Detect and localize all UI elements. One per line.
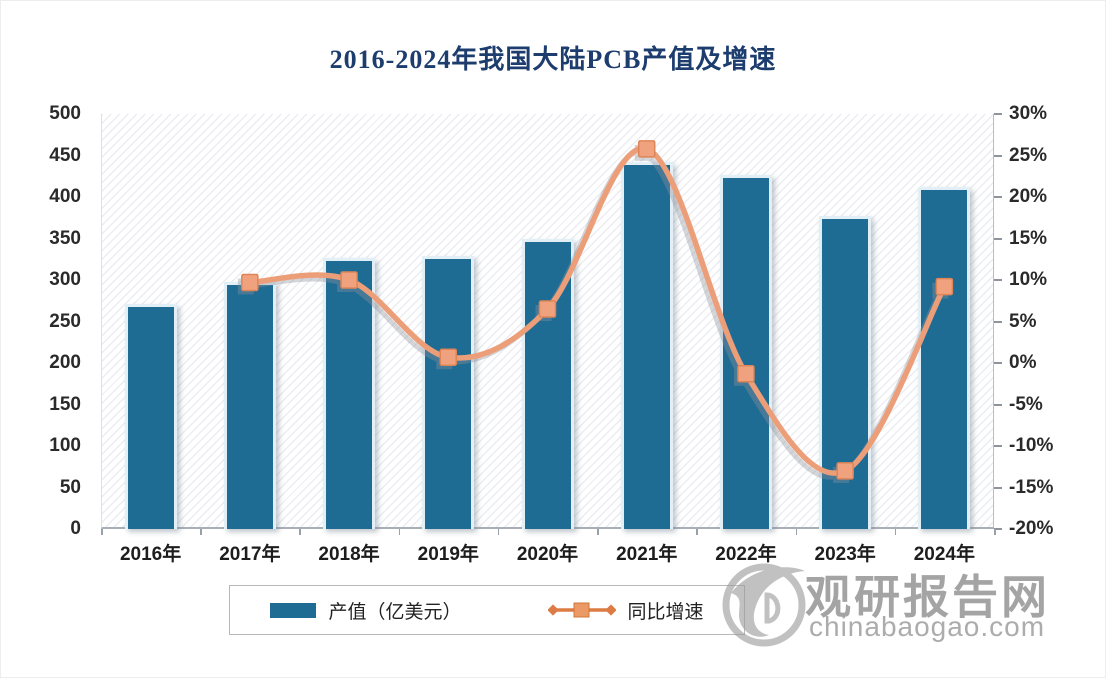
y-axis-left-tick: 250 — [49, 310, 81, 332]
y-axis-right-tickmark-icon — [994, 237, 1002, 240]
y-axis-right-tick: -20% — [1009, 518, 1054, 539]
y-axis-right-tick: -5% — [1009, 393, 1043, 415]
bar-2019年 — [422, 255, 475, 529]
bar-2022年 — [719, 174, 772, 529]
growth-marker — [538, 300, 557, 318]
y-axis-left-tick: 450 — [49, 144, 81, 166]
growth-line-layer — [237, 140, 954, 483]
x-axis-label: 2024年 — [913, 544, 976, 565]
y-axis-right-tickmark-icon — [994, 445, 1002, 447]
legend-item-output: 产值（亿美元） — [270, 597, 462, 624]
bar-swatch-icon — [270, 602, 317, 618]
y-axis-right-tick: 20% — [1009, 186, 1048, 207]
x-axis-tickmark-icon — [795, 529, 798, 535]
y-axis-left-tick: 100 — [49, 435, 81, 456]
x-axis-label: 2021年 — [616, 544, 678, 565]
growth-line-shadow — [237, 144, 949, 483]
x-axis-tickmark-icon — [299, 529, 301, 535]
y-axis-right-tickmark-icon — [994, 320, 1002, 323]
y-axis-right-tickmark-icon — [994, 113, 1002, 115]
chart-title: 2016-2024年我国大陆PCB产值及增速 — [329, 45, 777, 74]
x-axis-tickmark-icon — [398, 529, 401, 535]
y-axis-left-tick: 150 — [49, 393, 81, 415]
x-axis-label: 2022年 — [715, 544, 777, 565]
growth-marker — [241, 273, 259, 292]
x-axis-label: 2018年 — [318, 544, 380, 565]
growth-marker — [637, 140, 656, 158]
growth-line — [247, 145, 948, 476]
bar-2024年 — [918, 187, 971, 529]
bar-2021年 — [620, 162, 673, 529]
bar-2018年 — [323, 257, 376, 529]
x-axis-label: 2016年 — [119, 544, 182, 565]
y-axis-left-tick: 200 — [49, 352, 81, 373]
y-axis-right-tick: 25% — [1009, 144, 1048, 166]
watermark-site-name: 观研报告网 — [805, 571, 1050, 623]
y-axis-right-tick: -10% — [1009, 435, 1054, 456]
x-axis-tickmark-icon — [894, 529, 897, 535]
y-axis-right-tickmark-icon — [994, 362, 1002, 364]
y-axis-left-tick: 300 — [49, 269, 81, 290]
y-axis-right-tick: 5% — [1009, 310, 1037, 332]
y-axis-right-tickmark-icon — [994, 196, 1002, 198]
x-axis-label: 2019年 — [417, 544, 479, 565]
growth-marker — [439, 348, 458, 366]
growth-marker — [737, 365, 755, 383]
growth-marker — [836, 462, 854, 480]
x-axis-tickmark-icon — [994, 529, 996, 535]
growth-marker — [340, 271, 358, 289]
y-axis-right-tickmark-icon — [994, 528, 1002, 530]
y-axis-right-tick: 0% — [1009, 352, 1037, 373]
watermark-site-url: chinabaogao.com — [809, 611, 1046, 642]
y-axis-right-tick: -15% — [1009, 476, 1054, 498]
y-axis-left-tick: 500 — [49, 103, 81, 124]
legend-growth-label: 同比增速 — [627, 601, 704, 623]
bar-2016年 — [124, 304, 177, 529]
y-axis-right-tick: 10% — [1009, 269, 1048, 290]
bar-2020年 — [521, 238, 574, 529]
y-axis-left-tick: 350 — [49, 227, 81, 249]
y-axis-right-tick: 15% — [1009, 227, 1048, 249]
legend-output-label: 产值（亿美元） — [328, 601, 462, 623]
y-axis-left-tick: 50 — [59, 476, 81, 498]
y-axis-right-tickmark-icon — [994, 154, 1002, 157]
y-axis-right-tickmark-icon — [994, 403, 1002, 406]
x-axis-label: 2020年 — [516, 544, 579, 565]
growth-marker — [935, 277, 954, 296]
x-axis-tickmark-icon — [200, 529, 202, 535]
legend-item-growth: 同比增速 — [547, 597, 704, 624]
x-axis-tickmark-icon — [101, 529, 103, 535]
line-swatch-icon — [547, 602, 616, 618]
x-axis-tickmark-icon — [497, 529, 500, 535]
x-axis-label: 2017年 — [219, 544, 281, 565]
y-axis-right-tickmark-icon — [994, 279, 1002, 281]
y-axis-left-tick: 400 — [49, 186, 81, 207]
x-axis-tickmark-icon — [696, 529, 698, 535]
x-axis-tickmark-icon — [597, 529, 599, 535]
x-axis-label: 2023年 — [814, 544, 876, 565]
watermark: 观研报告网 chinabaogao.com — [707, 553, 1105, 653]
y-axis-right-tickmark-icon — [994, 486, 1002, 489]
y-axis-left-tick: 0 — [70, 518, 81, 539]
y-axis-right-tick: 30% — [1009, 103, 1048, 124]
legend: 产值（亿美元） 同比增速 — [229, 585, 745, 635]
